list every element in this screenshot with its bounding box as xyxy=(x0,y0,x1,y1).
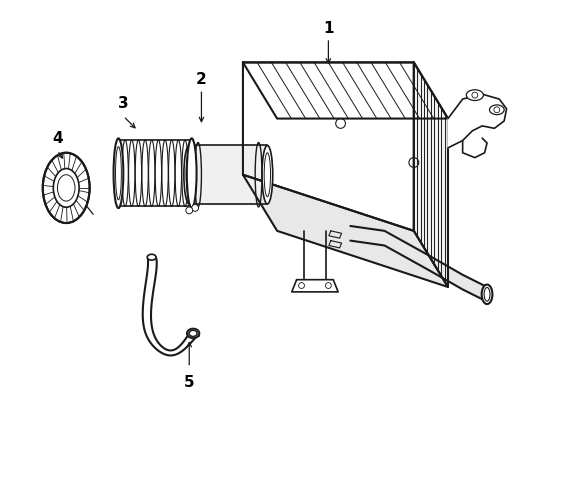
Polygon shape xyxy=(243,175,448,287)
Text: 1: 1 xyxy=(323,21,334,36)
Polygon shape xyxy=(243,62,414,231)
Text: 2: 2 xyxy=(196,72,207,87)
Text: 5: 5 xyxy=(184,375,195,390)
Ellipse shape xyxy=(262,145,273,204)
Polygon shape xyxy=(190,145,267,204)
Ellipse shape xyxy=(466,90,483,101)
Ellipse shape xyxy=(113,138,124,208)
Polygon shape xyxy=(143,258,199,355)
Circle shape xyxy=(186,207,193,214)
Ellipse shape xyxy=(43,153,90,223)
Text: 3: 3 xyxy=(118,96,129,111)
Ellipse shape xyxy=(187,138,197,208)
Polygon shape xyxy=(350,226,487,301)
Polygon shape xyxy=(243,62,448,118)
Polygon shape xyxy=(414,62,448,287)
Text: 4: 4 xyxy=(52,131,63,146)
Ellipse shape xyxy=(490,105,504,115)
Ellipse shape xyxy=(482,285,492,304)
Polygon shape xyxy=(118,140,192,206)
Polygon shape xyxy=(448,94,506,148)
Polygon shape xyxy=(462,138,487,158)
Polygon shape xyxy=(292,280,338,292)
Circle shape xyxy=(192,204,199,211)
Ellipse shape xyxy=(187,328,200,338)
Ellipse shape xyxy=(147,254,156,260)
Ellipse shape xyxy=(54,168,79,207)
Ellipse shape xyxy=(184,145,195,204)
Ellipse shape xyxy=(190,330,197,336)
Ellipse shape xyxy=(58,175,75,201)
